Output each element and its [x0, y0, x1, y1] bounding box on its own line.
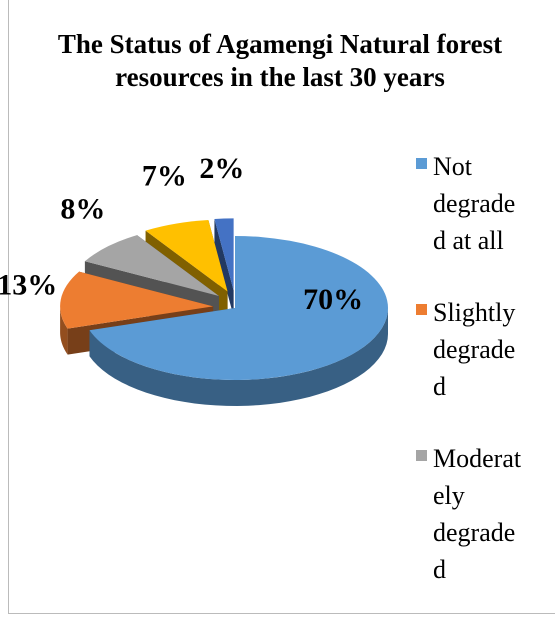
pie-slice — [84, 235, 219, 296]
legend-swatch — [416, 450, 427, 461]
data-label: 7% — [142, 159, 187, 192]
legend-swatch — [416, 304, 427, 315]
slice-group — [214, 218, 234, 317]
pie-slice — [214, 218, 234, 291]
data-label: 70% — [303, 283, 363, 316]
slice-group — [89, 236, 389, 406]
legend-item: Slightly degraded — [416, 294, 526, 405]
legend-item: Not degraded at all — [416, 148, 526, 259]
pie-slice — [89, 236, 389, 380]
legend-label: Not degraded at all — [433, 152, 516, 255]
pie-slice — [145, 220, 228, 292]
slice-side — [89, 308, 389, 406]
legend-label: Slightly degraded — [433, 298, 516, 401]
legend: Not degraded at all Slightly degraded Mode… — [416, 148, 526, 618]
slice-side — [60, 306, 68, 355]
legend-item: Moderately degraded — [416, 440, 526, 588]
legend-swatch — [416, 158, 427, 169]
data-label: 2% — [199, 152, 244, 185]
data-label: 8% — [60, 192, 105, 225]
frame — [8, 0, 555, 614]
legend-label: Moderately degraded — [433, 444, 522, 584]
slice-wall — [214, 219, 234, 317]
chart-title: The Status of Agamengi Natural forest re… — [57, 29, 503, 92]
data-label: 13% — [0, 269, 57, 302]
pie-slice — [60, 271, 214, 329]
